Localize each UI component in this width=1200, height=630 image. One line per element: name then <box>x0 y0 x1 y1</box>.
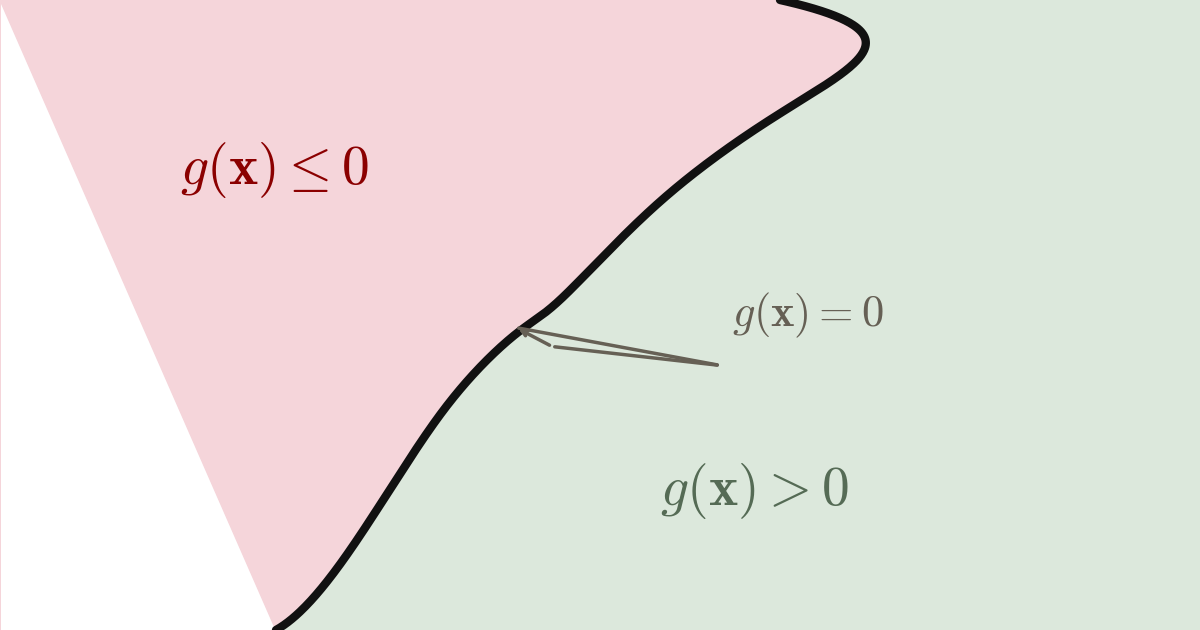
Text: $g(\mathbf{x}) = 0$: $g(\mathbf{x}) = 0$ <box>732 291 883 340</box>
Text: $g(\mathbf{x}) \leq 0$: $g(\mathbf{x}) \leq 0$ <box>180 140 370 200</box>
Text: $g(\mathbf{x}) > 0$: $g(\mathbf{x}) > 0$ <box>660 461 850 522</box>
Polygon shape <box>276 0 1200 630</box>
Polygon shape <box>0 0 866 630</box>
